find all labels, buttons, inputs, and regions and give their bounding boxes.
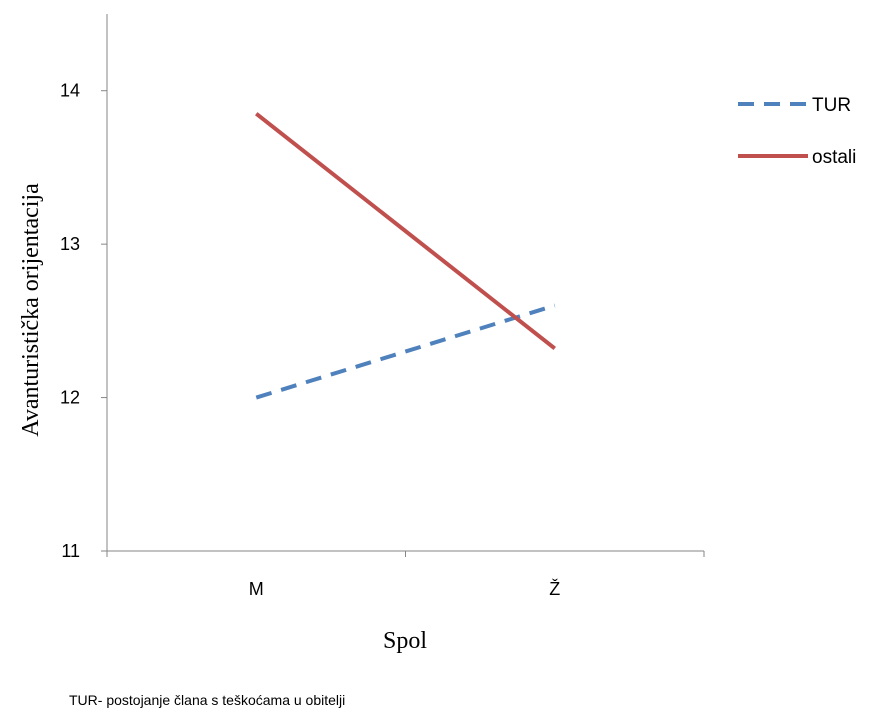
axes <box>106 14 704 552</box>
y-tick-label: 12 <box>60 388 80 408</box>
x-axis-title: Spol <box>383 628 427 654</box>
y-tick-label: 13 <box>60 234 80 254</box>
legend: TUR ostali <box>738 95 856 168</box>
series-lines <box>255 112 556 400</box>
y-axis-ticks: 11 12 13 14 <box>60 81 107 561</box>
y-tick-label: 11 <box>61 541 80 561</box>
x-tick-label: M <box>249 579 264 599</box>
footnote: TUR- postojanje člana s teškoćama u obit… <box>69 692 346 708</box>
series-line-TUR <box>255 303 556 400</box>
legend-label-TUR: TUR <box>812 95 851 116</box>
y-axis-title: Avanturistička orijentacija <box>18 183 44 437</box>
series-line-ostali <box>255 112 556 351</box>
legend-label-ostali: ostali <box>812 147 856 168</box>
y-tick-label: 14 <box>60 81 80 101</box>
x-tick-label: Ž <box>549 579 560 599</box>
